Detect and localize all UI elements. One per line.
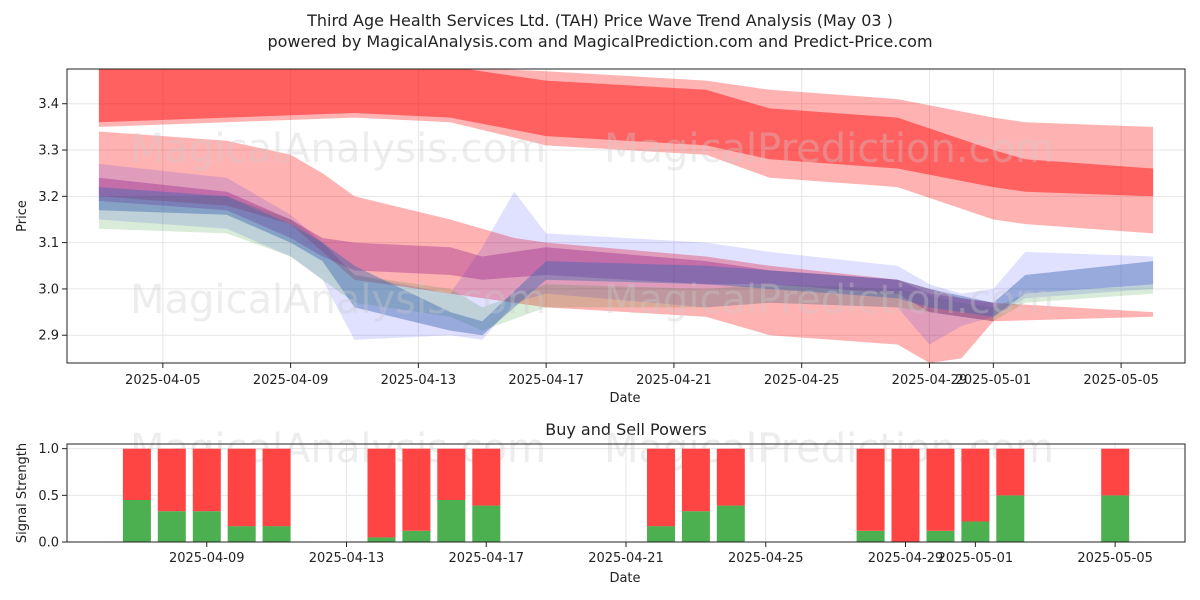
- buy-sell-x-tick-label-2: 2025-04-17: [448, 551, 524, 566]
- price-x-tick-label-3: 2025-04-17: [508, 373, 584, 388]
- price-y-tick-label-1: 3.0: [38, 282, 59, 297]
- buy-bar-1: [157, 511, 186, 542]
- buy-bar-16: [996, 495, 1025, 542]
- price-y-tick-label-3: 3.2: [38, 190, 59, 205]
- buy-bar-14: [926, 530, 955, 542]
- watermark-prediction-mid: MagicalPrediction.com: [604, 277, 1054, 323]
- sell-bar-3: [227, 448, 256, 527]
- price-band-6: [98, 187, 1154, 336]
- sell-bar-17: [1101, 448, 1130, 496]
- price-x-tick-label-6: 2025-04-29: [892, 373, 968, 388]
- sell-bar-14: [926, 448, 955, 531]
- buy-sell-y-tick-label-0: 0.0: [38, 536, 59, 551]
- price-band-5: [98, 177, 994, 322]
- price-x-tick-label-5: 2025-04-25: [764, 373, 840, 388]
- buy-sell-x-tick-label-5: 2025-04-29: [868, 551, 944, 566]
- buy-bar-12: [856, 530, 885, 542]
- price-y-ticks: 2.9 3.0 3.1 3.2 3.3 3.4: [38, 97, 67, 344]
- watermark-analysis-top: MagicalAnalysis.com: [130, 126, 546, 172]
- buy-sell-plot: Buy and Sell Powers MagicalAnalysis.com …: [15, 420, 1186, 586]
- price-y-tick-label-2: 3.1: [38, 236, 59, 251]
- sell-bar-12: [856, 448, 885, 531]
- sell-bar-16: [996, 448, 1025, 496]
- buy-bar-8: [472, 505, 501, 542]
- watermark-analysis-mid: MagicalAnalysis.com: [130, 277, 546, 323]
- sell-bar-4: [262, 448, 291, 527]
- buy-sell-y-tick-label-1: 0.5: [38, 489, 59, 504]
- buy-sell-x-tick-label-1: 2025-04-13: [309, 551, 385, 566]
- price-watermarks: MagicalAnalysis.com MagicalPrediction.co…: [130, 126, 1054, 323]
- buy-sell-x-axis-label: Date: [609, 571, 640, 586]
- sell-bar-9: [647, 448, 675, 527]
- buy-bar-2: [192, 511, 221, 542]
- sell-bar-13: [891, 448, 920, 542]
- price-y-tick-label-5: 3.4: [38, 97, 59, 112]
- buy-bar-7: [437, 500, 466, 542]
- price-y-axis-label: Price: [15, 200, 30, 232]
- price-x-ticks: 2025-04-05 2025-04-09 2025-04-13 2025-04-17…: [125, 363, 1159, 388]
- buy-sell-y-axis-label: Signal Strength: [15, 443, 30, 543]
- buy-bar-15: [961, 521, 990, 542]
- price-plot-frame: [66, 68, 1186, 364]
- price-x-tick-label-8: 2025-05-05: [1083, 373, 1159, 388]
- buy-sell-x-tick-label-7: 2025-05-05: [1077, 551, 1153, 566]
- price-band-3: [98, 163, 1154, 345]
- price-x-tick-label-0: 2025-04-05: [125, 373, 201, 388]
- sell-bar-15: [961, 448, 990, 522]
- buy-bar-3: [227, 526, 256, 542]
- price-grid: [67, 69, 1185, 363]
- sell-bar-7: [437, 448, 466, 500]
- sell-bar-2: [192, 448, 221, 512]
- sell-bar-5: [367, 448, 396, 538]
- chart-title: Third Age Health Services Ltd. (TAH) Pri…: [306, 11, 893, 30]
- price-x-tick-label-7: 2025-05-01: [956, 373, 1032, 388]
- price-x-axis-label: Date: [609, 391, 640, 406]
- buy-bar-6: [402, 530, 431, 542]
- sell-bar-10: [681, 448, 710, 512]
- price-y-tick-label-0: 2.9: [38, 329, 59, 344]
- buy-bar-9: [647, 526, 675, 542]
- price-x-tick-label-2: 2025-04-13: [381, 373, 457, 388]
- sell-bar-6: [402, 448, 431, 531]
- buy-bar-0: [122, 500, 151, 542]
- price-band-1: [98, 69, 1154, 234]
- buy-bar-4: [262, 526, 291, 542]
- price-band-0: [98, 69, 1154, 197]
- sell-bar-1: [157, 448, 186, 512]
- buy-bar-11: [716, 505, 745, 542]
- buy-bar-5: [367, 537, 396, 542]
- buy-sell-y-tick-label-2: 1.0: [38, 442, 59, 457]
- buy-sell-title: Buy and Sell Powers: [545, 420, 707, 439]
- buy-bar-17: [1101, 495, 1130, 542]
- sell-bar-0: [122, 448, 151, 500]
- price-x-tick-label-4: 2025-04-21: [636, 373, 712, 388]
- buy-bar-10: [681, 511, 710, 542]
- price-band-2: [98, 131, 1154, 363]
- chart-subtitle: powered by MagicalAnalysis.com and Magic…: [267, 32, 932, 51]
- buy-sell-x-tick-label-4: 2025-04-25: [728, 551, 804, 566]
- sell-bar-11: [716, 448, 745, 506]
- price-band-4: [98, 196, 1154, 331]
- price-wave-plot: MagicalAnalysis.com MagicalPrediction.co…: [15, 68, 1186, 406]
- buy-sell-x-tick-label-3: 2025-04-21: [588, 551, 664, 566]
- buy-sell-x-tick-label-0: 2025-04-09: [169, 551, 245, 566]
- buy-sell-bars: [122, 448, 1130, 542]
- buy-sell-x-ticks: 2025-04-09 2025-04-13 2025-04-17 2025-04-21…: [169, 542, 1153, 566]
- sell-bar-8: [472, 448, 501, 506]
- buy-sell-x-tick-label-6: 2025-05-01: [938, 551, 1014, 566]
- price-bands: [98, 69, 1154, 363]
- price-x-tick-label-1: 2025-04-09: [253, 373, 329, 388]
- watermark-prediction-top: MagicalPrediction.com: [604, 126, 1054, 172]
- price-y-tick-label-4: 3.3: [38, 144, 59, 159]
- buy-sell-y-ticks: 0.0 0.5 1.0: [38, 442, 67, 551]
